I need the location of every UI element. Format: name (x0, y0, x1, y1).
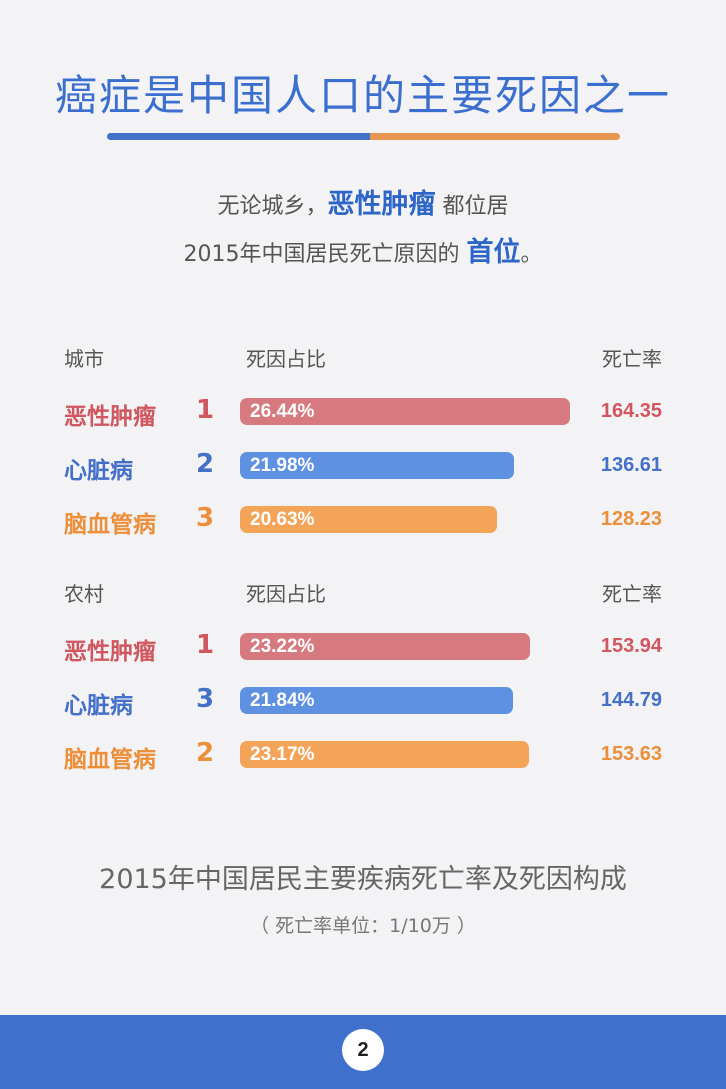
urban-heart-disease-label: 心脏病 (64, 458, 133, 484)
title-divider (107, 133, 620, 140)
rural-cerebrovascular-rank: 2 (196, 738, 215, 768)
urban-cerebrovascular-death-rate: 128.23 (600, 508, 662, 530)
urban-cancer-rank: 1 (196, 395, 215, 425)
intro-line-1: 无论城乡，恶性肿瘤 都位居 (0, 182, 726, 221)
rural-cerebrovascular-share-bar: 23.17% (240, 741, 530, 768)
chart-caption: 2015年中国居民主要疾病死亡率及死因构成 (99, 864, 627, 895)
rural-group-label: 农村 (64, 582, 104, 606)
intro-line-2-post: 。 (520, 242, 543, 267)
urban-cancer-death-rate: 164.35 (600, 400, 662, 422)
intro-highlight-first: 首位 (466, 237, 521, 268)
rural-heart-disease-label: 心脏病 (64, 693, 133, 719)
rural-heart-disease-rank: 3 (196, 684, 215, 714)
page-number-badge: 2 (342, 1029, 384, 1071)
divider-blue-segment (107, 133, 370, 140)
intro-line-2: 2015年中国居民死亡原因的 首位。 (0, 230, 726, 269)
rural-cancer-share-bar: 23.22% (240, 633, 530, 660)
rural-heart-disease-death-rate: 144.79 (600, 689, 662, 711)
rural-rate-header: 死亡率 (602, 582, 662, 606)
urban-cerebrovascular-label: 脑血管病 (64, 512, 156, 538)
urban-heart-disease-death-rate: 136.61 (600, 454, 662, 476)
urban-rate-header: 死亡率 (602, 347, 662, 371)
intro-line-1-pre: 无论城乡， (217, 194, 328, 219)
urban-group-label: 城市 (64, 347, 104, 371)
page-title: 癌症是中国人口的主要死因之一 (54, 71, 671, 120)
rural-cancer-death-rate: 153.94 (600, 635, 662, 657)
rural-heart-disease-share-bar: 21.84% (240, 687, 513, 714)
urban-share-header: 死因占比 (246, 347, 326, 371)
divider-orange-segment (370, 133, 620, 140)
urban-heart-disease-share-bar: 21.98% (240, 452, 515, 479)
urban-cancer-share-bar: 26.44% (240, 398, 570, 425)
urban-heart-disease-rank: 2 (196, 449, 215, 479)
urban-cancer-label: 恶性肿瘤 (64, 404, 156, 430)
urban-cerebrovascular-share-bar: 20.63% (240, 506, 498, 533)
unit-note: （ 死亡率单位：1/10万 ） (250, 915, 476, 937)
intro-line-1-post: 都位居 (435, 194, 509, 219)
rural-share-header: 死因占比 (246, 582, 326, 606)
rural-cerebrovascular-label: 脑血管病 (64, 747, 156, 773)
rural-cancer-label: 恶性肿瘤 (64, 639, 156, 665)
rural-cancer-rank: 1 (196, 630, 215, 660)
rural-cerebrovascular-death-rate: 153.63 (600, 743, 662, 765)
urban-cerebrovascular-rank: 3 (196, 503, 215, 533)
intro-highlight-cancer: 恶性肿瘤 (327, 189, 436, 220)
intro-line-2-pre: 2015年中国居民死亡原因的 (183, 242, 467, 267)
